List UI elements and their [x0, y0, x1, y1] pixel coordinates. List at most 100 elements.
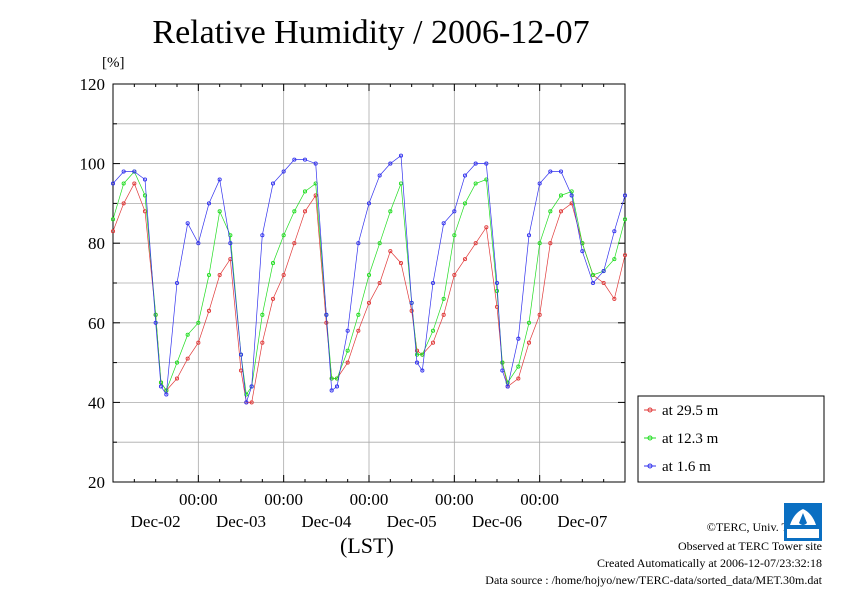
y-tick-label: 100 — [80, 155, 106, 174]
data-point — [260, 312, 265, 317]
data-point — [398, 181, 404, 186]
data-point — [580, 249, 585, 254]
data-point — [388, 249, 393, 254]
series-at-1-6-m — [110, 153, 628, 405]
grid — [113, 84, 625, 482]
data-point — [377, 280, 382, 286]
data-point — [526, 233, 532, 238]
data-point — [537, 181, 542, 186]
data-point — [601, 269, 606, 274]
data-point — [612, 257, 617, 262]
data-point — [366, 201, 372, 206]
data-point — [110, 217, 116, 222]
y-tick-label: 40 — [88, 393, 105, 412]
data-point — [516, 364, 521, 369]
data-point — [516, 336, 521, 341]
data-point — [228, 241, 233, 246]
data-point — [324, 312, 329, 317]
data-point — [345, 360, 350, 365]
data-point — [612, 296, 617, 301]
data-point — [292, 209, 297, 214]
data-point — [537, 312, 542, 317]
data-point — [612, 229, 617, 234]
data-point — [185, 221, 190, 226]
data-point — [366, 300, 372, 305]
data-point — [110, 229, 116, 234]
data-point — [441, 312, 446, 317]
legend-swatch-marker — [647, 463, 653, 469]
legend-label: at 29.5 m — [662, 403, 719, 419]
y-tick-label: 20 — [88, 473, 105, 492]
data-point — [452, 209, 457, 214]
series-line — [112, 182, 626, 403]
legend-label: at 1.6 m — [662, 459, 711, 475]
data-point — [158, 384, 164, 389]
data-point — [356, 312, 361, 317]
data-point — [430, 328, 436, 333]
data-point — [526, 320, 532, 325]
data-point — [217, 272, 222, 278]
terc-logo — [784, 503, 822, 541]
data-point — [430, 280, 436, 286]
credit-source: Data source : /home/hojyo/new/TERC-data/… — [485, 573, 822, 587]
y-tick-label: 80 — [88, 234, 105, 253]
data-point — [292, 241, 297, 246]
data-point — [356, 328, 361, 333]
data-point — [196, 320, 201, 325]
data-point — [217, 209, 222, 214]
data-point — [388, 209, 393, 214]
data-point — [334, 384, 340, 389]
data-point — [409, 308, 414, 313]
chart-title: Relative Humidity / 2006-12-07 — [152, 14, 590, 51]
data-point — [537, 241, 542, 246]
x-tick-label: 00:00 — [264, 490, 303, 509]
data-point — [500, 368, 505, 373]
y-tick-label: 120 — [80, 75, 106, 94]
data-point — [121, 181, 126, 186]
x-tick-label: 00:00 — [435, 490, 474, 509]
data-point — [558, 209, 564, 214]
data-point — [356, 241, 361, 246]
data-point — [505, 384, 510, 389]
data-point — [569, 193, 574, 198]
data-point — [484, 225, 489, 230]
x-day-label: Dec-07 — [557, 512, 608, 531]
data-point — [142, 193, 148, 198]
series-group — [110, 153, 628, 405]
data-point — [260, 340, 265, 345]
data-point — [345, 328, 350, 333]
data-point — [238, 352, 244, 357]
x-day-label: Dec-05 — [387, 512, 437, 531]
data-point — [196, 340, 201, 345]
x-day-label: Dec-02 — [131, 512, 181, 531]
data-point — [281, 169, 286, 174]
data-point — [473, 161, 478, 166]
data-point — [388, 161, 393, 166]
data-point — [462, 173, 468, 178]
y-axis: 20 40 60 80 100 120 — [80, 75, 625, 492]
data-point — [420, 368, 425, 373]
data-point — [270, 261, 276, 266]
data-point — [132, 181, 137, 186]
data-point — [292, 157, 297, 162]
data-point — [281, 272, 286, 278]
data-point — [558, 169, 564, 174]
data-point — [398, 153, 404, 158]
data-point — [206, 201, 212, 206]
series-line — [112, 154, 626, 403]
data-point — [409, 300, 414, 305]
data-point — [185, 356, 190, 361]
x-tick-label: 00:00 — [520, 490, 559, 509]
data-point — [622, 217, 628, 222]
x-axis-title: (LST) — [340, 533, 394, 558]
data-point — [324, 320, 329, 325]
data-point — [494, 288, 500, 294]
data-point — [270, 181, 276, 186]
data-point — [622, 253, 628, 258]
data-point — [153, 320, 158, 325]
legend-label: at 12.3 m — [662, 431, 719, 447]
data-point — [548, 209, 553, 214]
series-at-12-3-m — [110, 169, 628, 397]
data-point — [558, 193, 564, 198]
data-point — [121, 169, 126, 174]
